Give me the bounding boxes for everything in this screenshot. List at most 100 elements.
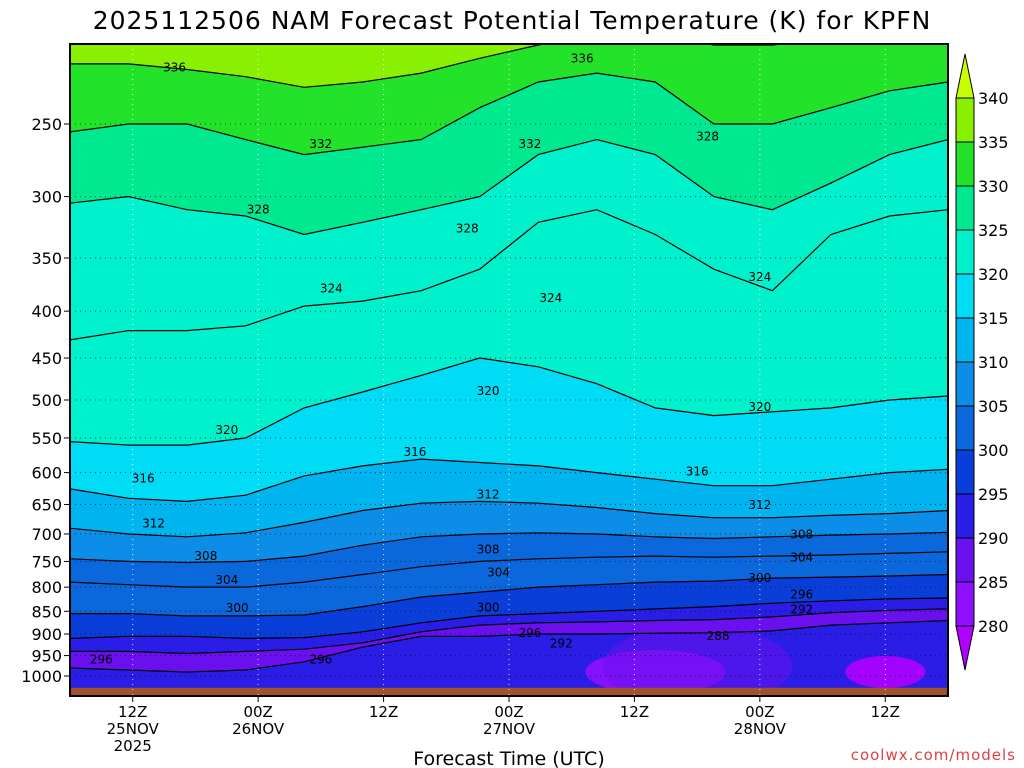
colorbar-label-325: 325 (978, 221, 1009, 240)
colorbar-segment-300 (955, 405, 975, 451)
contour-label-328: 328 (696, 130, 719, 144)
colorbar-top-arrow (955, 53, 975, 99)
colorbar-bottom-arrow (955, 625, 975, 671)
contour-label-308: 308 (790, 528, 813, 542)
y-tick-label-700: 700 (31, 525, 62, 544)
colorbar-segment-310 (955, 317, 975, 363)
y-tick-label-800: 800 (31, 578, 62, 597)
x-tick-label-42-1: 27NOV (483, 720, 536, 738)
x-tick-label-66-0: 00Z (745, 703, 774, 721)
colorbar-label-310: 310 (978, 353, 1009, 372)
colorbar-label-300: 300 (978, 441, 1009, 460)
y-tick-label-850: 850 (31, 602, 62, 621)
contour-label-296: 296 (790, 588, 813, 602)
isentrope-308 (70, 531, 948, 564)
isentrope-320 (70, 357, 948, 446)
contour-label-300: 300 (748, 571, 771, 585)
contour-labels: 336 336 332 332 328 328 328 324 324 324 320 320 320 3… (90, 51, 813, 666)
contour-label-292: 292 (550, 637, 573, 651)
x-tick-label-66-1: 28NOV (734, 720, 787, 738)
y-tick-label-1000: 1000 (21, 667, 62, 686)
y-tick-label-500: 500 (31, 391, 62, 410)
contour-label-328: 328 (247, 203, 270, 217)
colorbar-segment-320 (955, 229, 975, 275)
x-tick-label-54-0: 12Z (620, 703, 649, 721)
x-tick-label-18-0: 00Z (243, 703, 272, 721)
contour-label-292: 292 (790, 602, 813, 616)
cold-pocket-3 (602, 625, 793, 696)
contour-label-296: 296 (90, 653, 113, 667)
x-tick-label-6-2: 2025 (114, 737, 152, 755)
y-tick-label-650: 650 (31, 495, 62, 514)
isentrope-316 (70, 458, 948, 503)
contour-label-304: 304 (487, 565, 510, 579)
colorbar-label-315: 315 (978, 309, 1009, 328)
contour-label-336: 336 (163, 61, 186, 75)
colorbar: 280 285 290 295 300 305 310 315 320 325 330 335 340 (955, 53, 1009, 671)
x-tick-label-78-0: 12Z (871, 703, 900, 721)
x-tick-label-18-1: 26NOV (232, 720, 285, 738)
y-tick-label-250: 250 (31, 115, 62, 134)
credit-text[interactable]: coolwx.com/models (851, 746, 1016, 764)
isentrope-336 (70, 44, 789, 88)
y-tick-label-900: 900 (31, 625, 62, 644)
colorbar-segment-295 (955, 449, 975, 495)
contour-label-320: 320 (748, 400, 771, 414)
isentrope-288 (70, 619, 948, 673)
y-tick-label-400: 400 (31, 302, 62, 321)
x-tick-label-6-1: 25NOV (107, 720, 160, 738)
colorbar-label-290: 290 (978, 529, 1009, 548)
y-tick-label-300: 300 (31, 188, 62, 207)
isentrope-lines (70, 44, 948, 673)
colorbar-label-330: 330 (978, 177, 1009, 196)
isentrope-328 (70, 138, 948, 236)
pressure-axis: 250 300 350 400 450 500 550 600 650 700 750 800 850 9… (21, 115, 70, 686)
colorbar-label-295: 295 (978, 485, 1009, 504)
x-axis-label: Forecast Time (UTC) (413, 748, 604, 768)
contour-label-308: 308 (477, 543, 500, 557)
colorbar-segment-335 (955, 97, 975, 143)
x-tick-label-6-0: 12Z (118, 703, 147, 721)
contour-label-308: 308 (194, 549, 217, 563)
isentrope-324 (70, 209, 948, 341)
contour-label-296: 296 (518, 626, 541, 640)
contour-label-312: 312 (142, 517, 165, 531)
colorbar-label-280: 280 (978, 617, 1009, 636)
isentrope-304 (70, 551, 948, 588)
contour-label-336: 336 (571, 51, 594, 65)
colorbar-segment-315 (955, 273, 975, 319)
contour-label-324: 324 (748, 270, 771, 284)
colorbar-segment-280 (955, 581, 975, 627)
contour-label-320: 320 (477, 384, 500, 398)
contour-label-288: 288 (707, 629, 730, 643)
colorbar-segment-285 (955, 537, 975, 583)
contour-label-312: 312 (748, 498, 771, 512)
colorbar-segment-325 (955, 185, 975, 231)
contour-label-304: 304 (215, 573, 238, 587)
contour-label-304: 304 (790, 551, 813, 565)
contour-label-332: 332 (518, 137, 541, 151)
colorbar-label-305: 305 (978, 397, 1009, 416)
contour-label-324: 324 (539, 291, 562, 305)
isentrope-292 (70, 608, 948, 655)
contour-label-324: 324 (320, 282, 343, 296)
contour-label-300: 300 (477, 601, 500, 615)
contour-label-316: 316 (132, 472, 155, 486)
isentrope-300 (70, 573, 948, 617)
y-tick-label-350: 350 (31, 249, 62, 268)
contour-label-316: 316 (686, 464, 709, 478)
colorbar-label-285: 285 (978, 573, 1009, 592)
contour-label-328: 328 (456, 221, 479, 235)
colorbar-label-335: 335 (978, 133, 1009, 152)
cold-pocket-2 (845, 655, 926, 688)
band-above-336 (70, 44, 948, 88)
contour-label-300: 300 (226, 601, 249, 615)
grid-lines (70, 44, 948, 696)
contour-label-312: 312 (477, 488, 500, 502)
isentrope-332 (70, 72, 948, 156)
colorbar-segment-305 (955, 361, 975, 407)
contour-label-296: 296 (309, 653, 332, 667)
y-tick-label-950: 950 (31, 647, 62, 666)
